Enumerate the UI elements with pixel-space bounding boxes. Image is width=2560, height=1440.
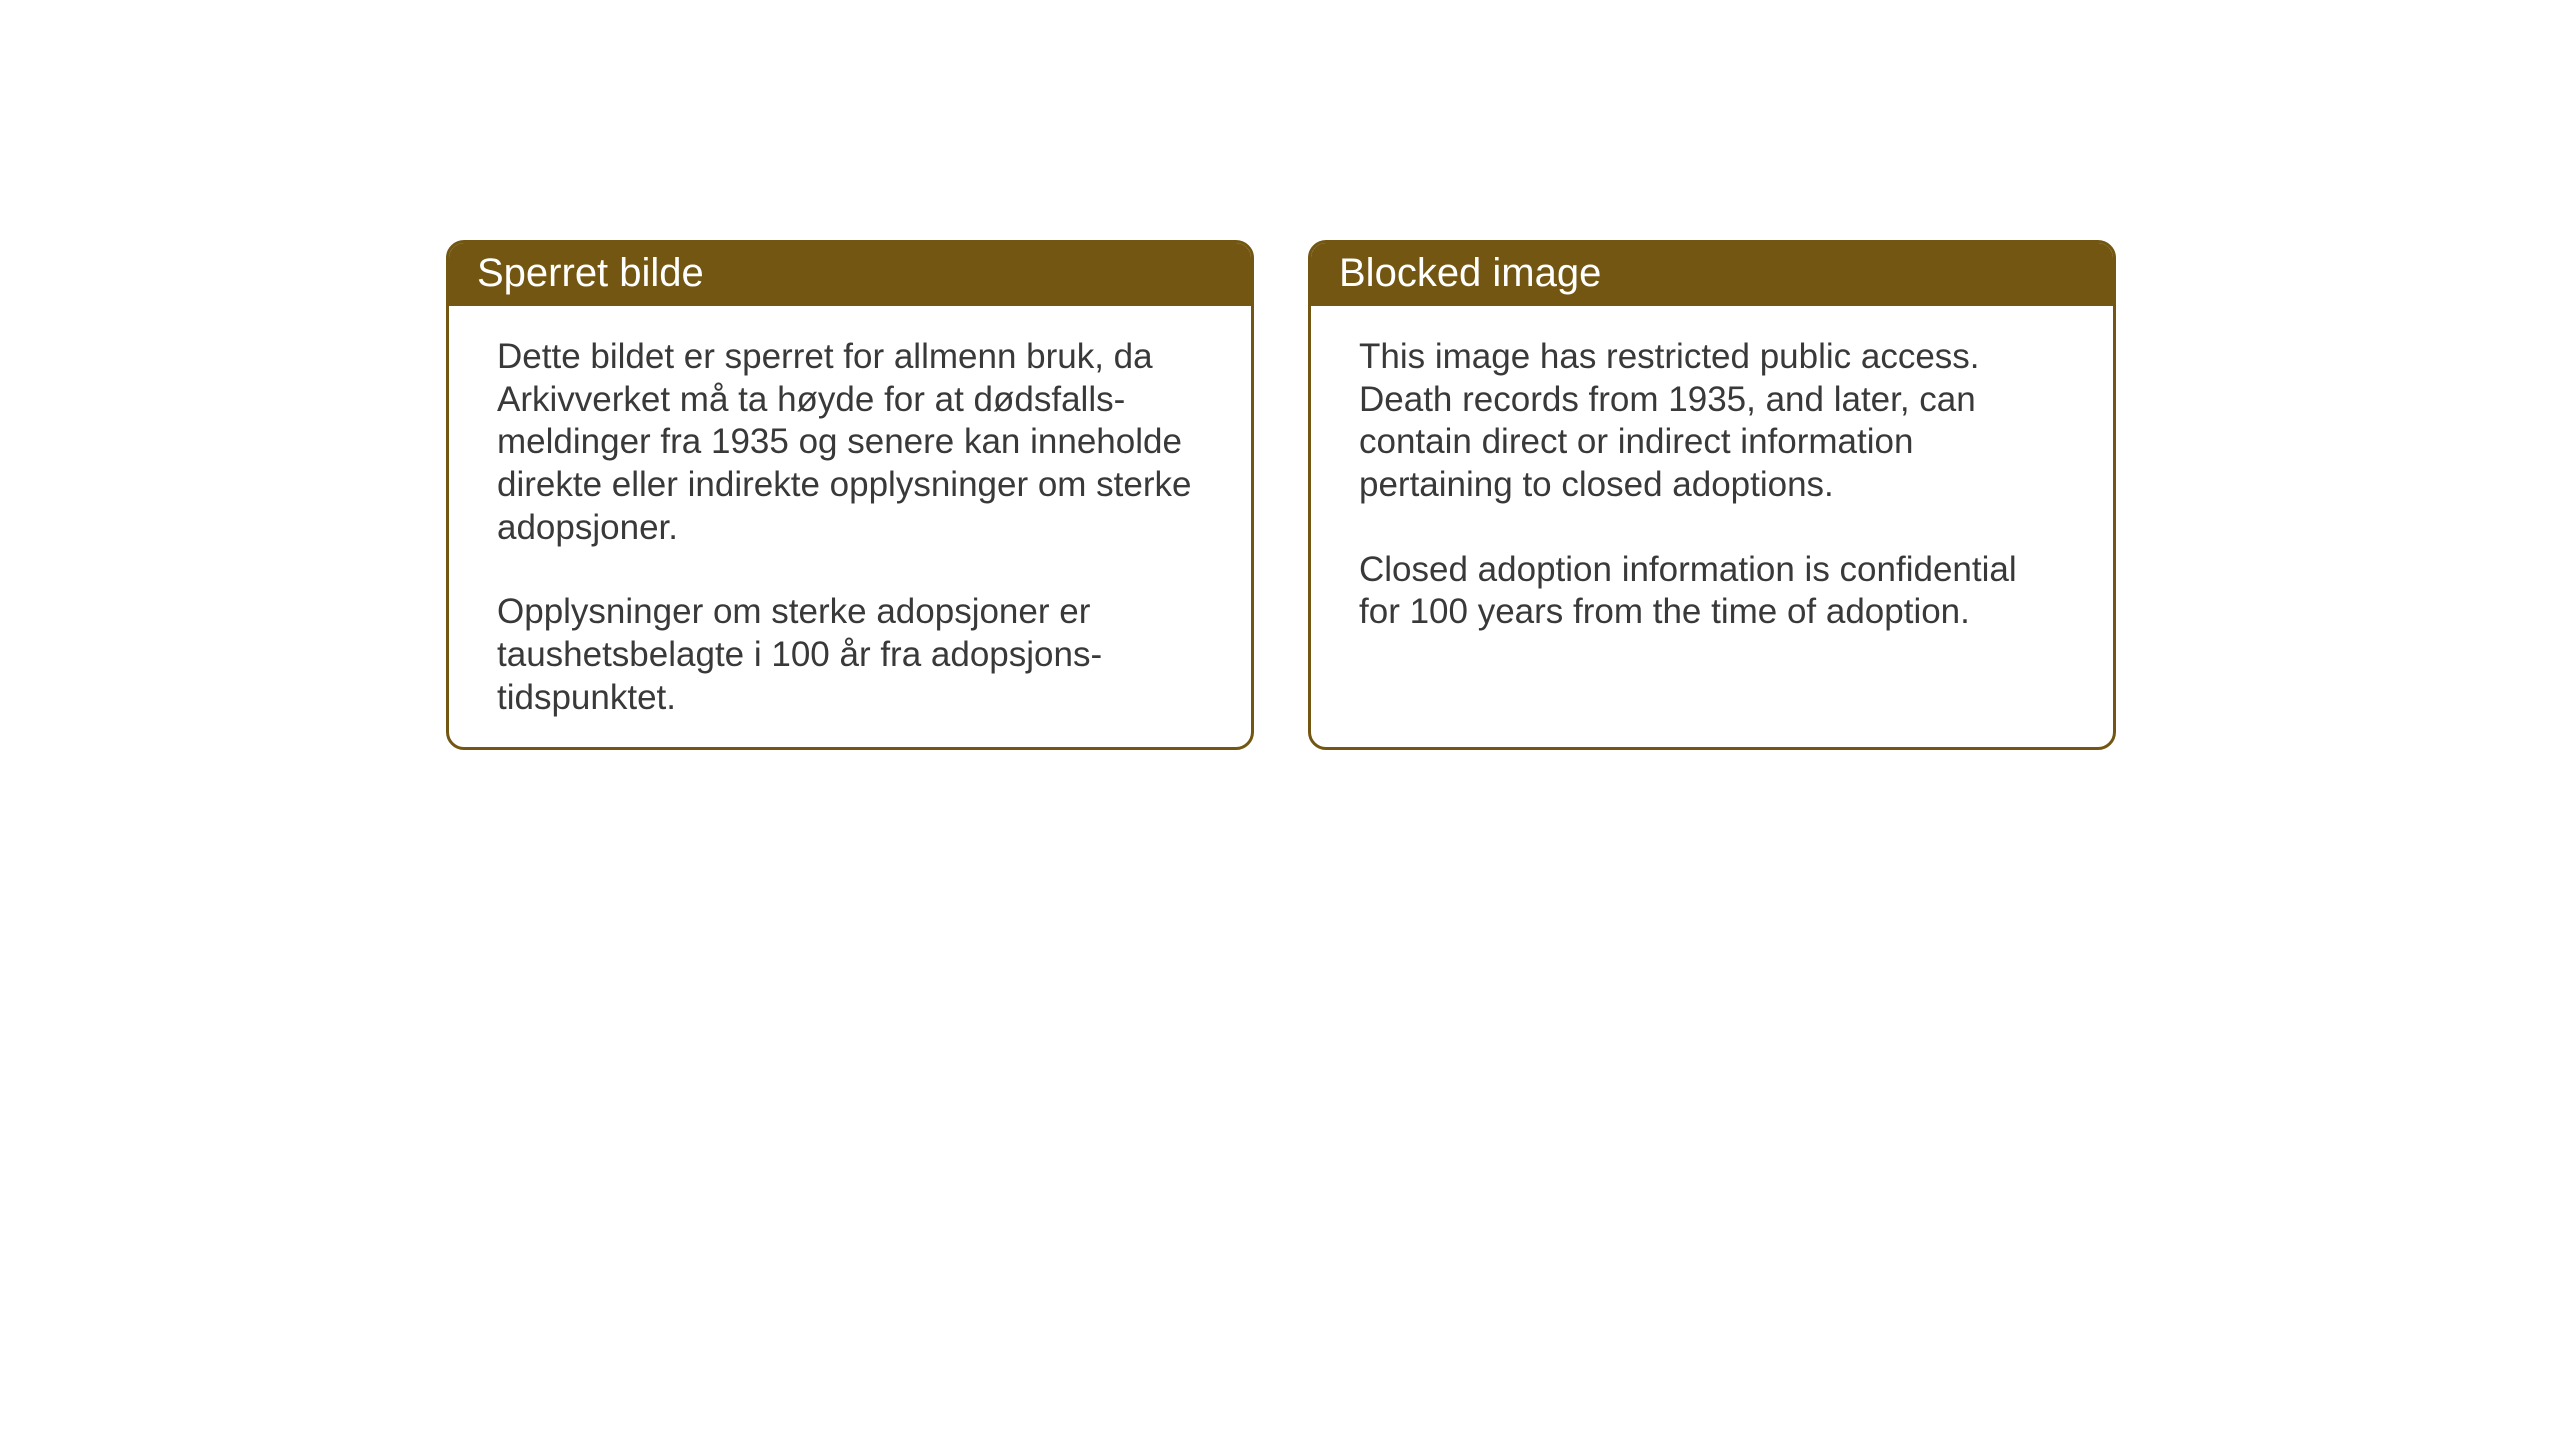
card-header-english: Blocked image [1311, 243, 2113, 306]
card-paragraph: Opplysninger om sterke adopsjoner er tau… [497, 591, 1203, 719]
card-paragraph: Closed adoption information is confident… [1359, 549, 2065, 634]
card-title: Blocked image [1339, 251, 1601, 295]
card-title: Sperret bilde [477, 251, 704, 295]
card-paragraph: Dette bildet er sperret for allmenn bruk… [497, 336, 1203, 549]
notice-container: Sperret bilde Dette bildet er sperret fo… [446, 240, 2116, 750]
card-paragraph: This image has restricted public access.… [1359, 336, 2065, 507]
notice-card-english: Blocked image This image has restricted … [1308, 240, 2116, 750]
card-body-norwegian: Dette bildet er sperret for allmenn bruk… [449, 306, 1251, 750]
card-header-norwegian: Sperret bilde [449, 243, 1251, 306]
card-body-english: This image has restricted public access.… [1311, 306, 2113, 664]
notice-card-norwegian: Sperret bilde Dette bildet er sperret fo… [446, 240, 1254, 750]
